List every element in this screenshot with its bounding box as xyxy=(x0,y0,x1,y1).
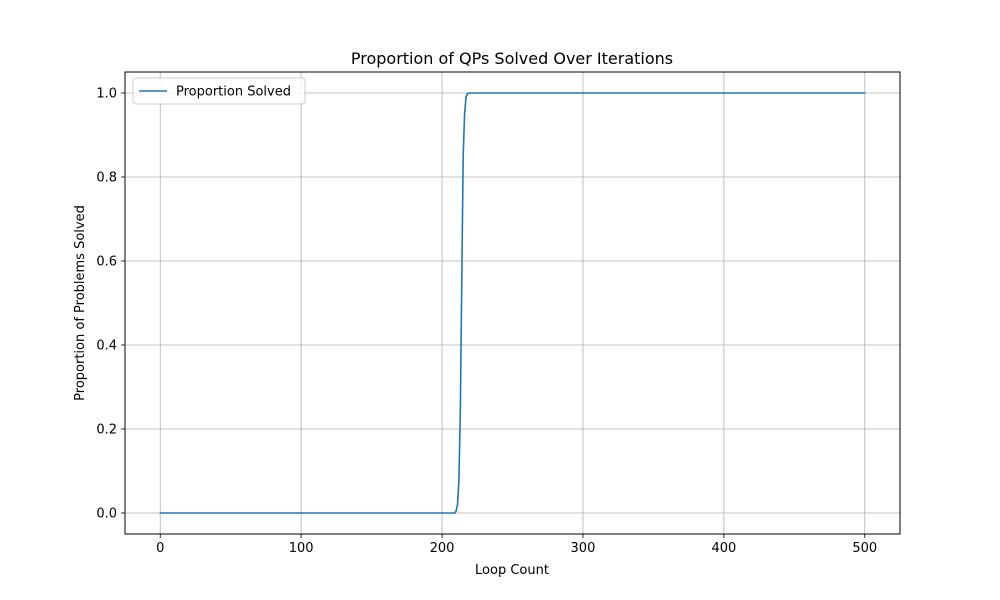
grid xyxy=(125,72,900,534)
legend-box xyxy=(132,77,306,105)
x-tick-label: 500 xyxy=(852,541,877,556)
ticks: 0 100 200 300 400 500 0.0 0.2 0.4 0.6 0.8 1.0 xyxy=(96,87,877,557)
x-tick-label: 100 xyxy=(289,541,314,556)
series-line xyxy=(160,92,865,514)
data-point xyxy=(723,92,725,94)
data-point xyxy=(863,92,866,94)
plot-area-frame xyxy=(124,71,901,535)
data-point xyxy=(462,155,464,157)
y-tick-label: 0.6 xyxy=(96,255,117,270)
data-point xyxy=(459,407,462,409)
y-axis-label: Proportion of Problems Solved xyxy=(73,205,88,401)
x-tick-label: 0 xyxy=(156,541,164,556)
data-point xyxy=(463,113,466,115)
chart-title: Proportion of QPs Solved Over Iterations xyxy=(351,49,673,68)
y-tick-label: 1.0 xyxy=(96,87,117,102)
plot-lines xyxy=(159,92,866,514)
data-point xyxy=(465,96,467,98)
y-tick-label: 0.2 xyxy=(96,423,117,438)
data-point xyxy=(441,512,443,514)
data-point xyxy=(466,93,469,95)
y-tick-label: 0.4 xyxy=(96,339,117,354)
data-point xyxy=(469,92,472,94)
data-point xyxy=(582,92,584,94)
x-axis-label: Loop Count xyxy=(475,563,549,578)
data-point xyxy=(456,503,459,506)
y-tick-label: 0.8 xyxy=(96,171,117,186)
data-point xyxy=(458,478,460,481)
y-tick-label: 0.0 xyxy=(96,507,117,522)
data-point xyxy=(468,92,470,94)
x-tick-label: 300 xyxy=(571,541,596,556)
data-point xyxy=(300,512,302,514)
data-point xyxy=(460,281,463,283)
legend: Proportion Solved xyxy=(132,77,306,105)
legend-label: Proportion Solved xyxy=(176,85,291,100)
data-point xyxy=(159,512,162,514)
data-point xyxy=(453,512,456,514)
x-tick-label: 400 xyxy=(711,541,736,556)
x-tick-label: 200 xyxy=(430,541,455,556)
data-point xyxy=(455,510,457,512)
